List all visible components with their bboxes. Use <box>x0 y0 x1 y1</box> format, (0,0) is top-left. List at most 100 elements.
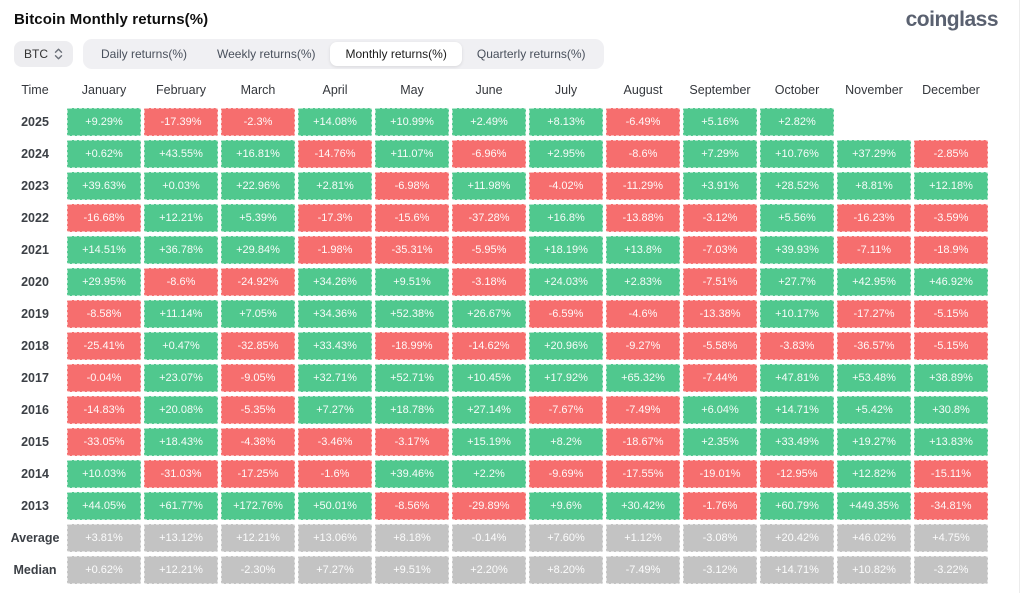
return-cell: -24.92% <box>221 268 295 296</box>
return-cell: -6.49% <box>606 108 680 136</box>
tab-weekly-returns[interactable]: Weekly returns(%) <box>217 47 316 61</box>
row-label-2022: 2022 <box>21 211 49 225</box>
return-cell: -7.51% <box>683 268 757 296</box>
return-cell: +50.01% <box>298 492 372 520</box>
month-header-february: February <box>155 83 207 97</box>
tab-monthly-returns[interactable]: Monthly returns(%) <box>330 42 462 66</box>
return-cell: -0.04% <box>67 364 141 392</box>
return-cell: +1.12% <box>606 524 680 552</box>
return-cell: +10.82% <box>837 556 911 584</box>
return-cell: +9.29% <box>67 108 141 136</box>
return-cell: -37.28% <box>452 204 526 232</box>
return-cell: -18.67% <box>606 428 680 456</box>
row-label-2020: 2020 <box>21 275 49 289</box>
return-cell: +11.07% <box>375 140 449 168</box>
return-cell: +2.81% <box>298 172 372 200</box>
return-cell: -18.99% <box>375 332 449 360</box>
return-cell: +8.2% <box>529 428 603 456</box>
return-cell: +39.46% <box>375 460 449 488</box>
return-cell: -4.02% <box>529 172 603 200</box>
return-cell: +20.96% <box>529 332 603 360</box>
return-cell: -17.39% <box>144 108 218 136</box>
return-cell: -3.17% <box>375 428 449 456</box>
return-cell: +13.8% <box>606 236 680 264</box>
return-cell: -17.3% <box>298 204 372 232</box>
symbol-select-value: BTC <box>24 47 48 61</box>
return-cell: +0.03% <box>144 172 218 200</box>
return-cell: +7.27% <box>298 396 372 424</box>
return-cell: +32.71% <box>298 364 372 392</box>
return-cell: -6.96% <box>452 140 526 168</box>
return-cell: +7.60% <box>529 524 603 552</box>
return-cell: -9.27% <box>606 332 680 360</box>
return-cell: +2.83% <box>606 268 680 296</box>
return-cell: -16.68% <box>67 204 141 232</box>
return-cell: +6.04% <box>683 396 757 424</box>
return-cell: +34.36% <box>298 300 372 328</box>
month-header-may: May <box>400 83 424 97</box>
return-cell: +37.29% <box>837 140 911 168</box>
return-cell: +9.6% <box>529 492 603 520</box>
return-cell: +14.51% <box>67 236 141 264</box>
row-label-2023: 2023 <box>21 179 49 193</box>
controls-bar: BTC Daily returns(%) Weekly returns(%) Mon… <box>14 39 1010 69</box>
return-cell: +2.49% <box>452 108 526 136</box>
return-cell: +47.81% <box>760 364 834 392</box>
return-cell: +53.48% <box>837 364 911 392</box>
return-cell: +10.99% <box>375 108 449 136</box>
row-label-2019: 2019 <box>21 307 49 321</box>
return-cell: -29.89% <box>452 492 526 520</box>
symbol-select[interactable]: BTC <box>14 41 73 67</box>
month-header-january: January <box>81 83 127 97</box>
return-cell: +43.55% <box>144 140 218 168</box>
return-cell: +36.78% <box>144 236 218 264</box>
return-cell: -11.29% <box>606 172 680 200</box>
return-cell: +13.06% <box>298 524 372 552</box>
return-cell: +12.21% <box>221 524 295 552</box>
row-label-2018: 2018 <box>21 339 49 353</box>
return-cell: -5.15% <box>914 332 988 360</box>
return-cell: -13.88% <box>606 204 680 232</box>
return-cell: +8.13% <box>529 108 603 136</box>
return-cell: +2.82% <box>760 108 834 136</box>
return-cell: -3.59% <box>914 204 988 232</box>
return-cell: +16.81% <box>221 140 295 168</box>
return-cell: -1.6% <box>298 460 372 488</box>
return-cell: -3.46% <box>298 428 372 456</box>
return-cell: -8.58% <box>67 300 141 328</box>
row-label-2025: 2025 <box>21 115 49 129</box>
return-cell: -0.14% <box>452 524 526 552</box>
return-cell: -8.6% <box>144 268 218 296</box>
row-label-2017: 2017 <box>21 371 49 385</box>
return-cell: +11.14% <box>144 300 218 328</box>
return-cell: -14.76% <box>298 140 372 168</box>
return-cell: +39.93% <box>760 236 834 264</box>
return-cell: +52.38% <box>375 300 449 328</box>
return-cell: +5.56% <box>760 204 834 232</box>
return-cell: -16.23% <box>837 204 911 232</box>
coinglass-logo: coinglass <box>905 8 999 31</box>
return-cell: +30.8% <box>914 396 988 424</box>
tab-quarterly-returns[interactable]: Quarterly returns(%) <box>476 47 586 61</box>
return-cell: +33.49% <box>760 428 834 456</box>
return-cell: +52.71% <box>375 364 449 392</box>
return-cell: +14.08% <box>298 108 372 136</box>
return-cell: +5.16% <box>683 108 757 136</box>
return-cell: +22.96% <box>221 172 295 200</box>
return-cell: +19.27% <box>837 428 911 456</box>
tab-daily-returns[interactable]: Daily returns(%) <box>101 47 188 61</box>
return-cell: -36.57% <box>837 332 911 360</box>
row-label-2016: 2016 <box>21 403 49 417</box>
return-cell: +46.92% <box>914 268 988 296</box>
return-cell: -7.11% <box>837 236 911 264</box>
return-cell: -3.12% <box>683 556 757 584</box>
return-cell: +29.95% <box>67 268 141 296</box>
return-cell: -3.22% <box>914 556 988 584</box>
return-cell: +44.05% <box>67 492 141 520</box>
page-title: Bitcoin Monthly returns(%) <box>14 11 209 28</box>
return-cell: +33.43% <box>298 332 372 360</box>
empty-cell <box>837 108 911 136</box>
return-cell: +34.26% <box>298 268 372 296</box>
row-label-median: Median <box>13 563 57 577</box>
return-cell: -4.6% <box>606 300 680 328</box>
